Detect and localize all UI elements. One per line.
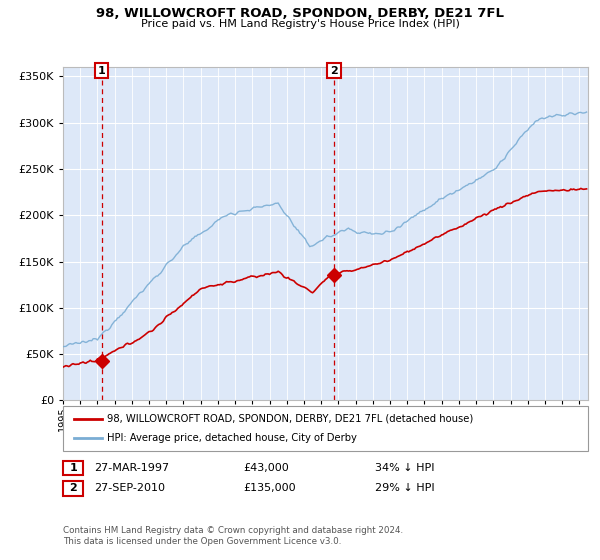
Text: 27-MAR-1997: 27-MAR-1997 [94, 463, 169, 473]
Text: 1: 1 [98, 66, 106, 76]
Text: £43,000: £43,000 [243, 463, 289, 473]
Text: Contains HM Land Registry data © Crown copyright and database right 2024.
This d: Contains HM Land Registry data © Crown c… [63, 526, 403, 546]
Text: Price paid vs. HM Land Registry's House Price Index (HPI): Price paid vs. HM Land Registry's House … [140, 19, 460, 29]
Text: 98, WILLOWCROFT ROAD, SPONDON, DERBY, DE21 7FL (detached house): 98, WILLOWCROFT ROAD, SPONDON, DERBY, DE… [107, 413, 473, 423]
Text: 29% ↓ HPI: 29% ↓ HPI [375, 483, 434, 493]
Text: 2: 2 [70, 483, 77, 493]
Text: 2: 2 [330, 66, 338, 76]
Text: 34% ↓ HPI: 34% ↓ HPI [375, 463, 434, 473]
Text: £135,000: £135,000 [243, 483, 296, 493]
Text: 98, WILLOWCROFT ROAD, SPONDON, DERBY, DE21 7FL: 98, WILLOWCROFT ROAD, SPONDON, DERBY, DE… [96, 7, 504, 20]
Text: 1: 1 [70, 463, 77, 473]
Text: HPI: Average price, detached house, City of Derby: HPI: Average price, detached house, City… [107, 433, 356, 444]
Text: 27-SEP-2010: 27-SEP-2010 [94, 483, 165, 493]
